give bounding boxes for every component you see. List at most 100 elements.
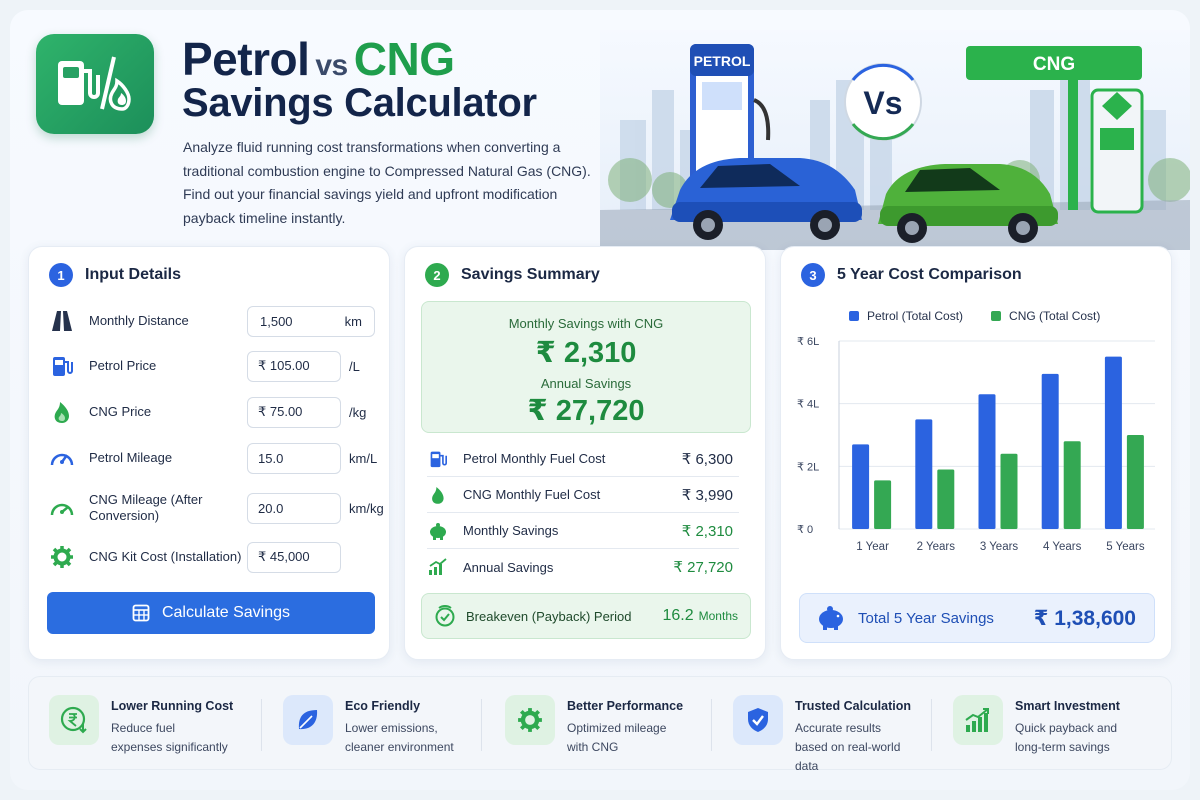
monthly-savings-label: Monthly Savings with CNG <box>508 316 664 331</box>
feature-divider <box>261 699 262 751</box>
annual-savings-row-value: ₹ 27,720 <box>673 559 733 576</box>
summary-card-header: 2 Savings Summary <box>425 263 600 287</box>
legend-swatch-cng <box>991 311 1002 321</box>
input-row-distance: Monthly Distance 1,500 km <box>49 301 389 341</box>
cost-comparison-card: 3 5 Year Cost Comparison Petrol (Total C… <box>780 246 1172 660</box>
feature-desc-4: Accurate results based on real-world dat… <box>795 721 901 773</box>
step-badge-2: 2 <box>425 263 449 287</box>
fuel-pump-icon <box>427 449 449 469</box>
road-icon <box>49 308 75 334</box>
feature-desc-3: Optimized mileage with CNG <box>567 721 667 754</box>
petrol-cost-value: ₹ 6,300 <box>681 450 733 468</box>
payback-period-box: Breakeven (Payback) Period 16.2 Months <box>421 593 751 639</box>
page-title: Petrol vs CNG Savings Calculator <box>182 36 537 124</box>
petrol-sign: PETROL <box>694 53 751 69</box>
bar-petrol-4 <box>1041 373 1059 529</box>
bar-petrol-3 <box>978 394 996 529</box>
feature-divider <box>931 699 932 751</box>
title-subtitle: Savings Calculator <box>182 80 537 125</box>
bar-cng-2 <box>937 469 955 529</box>
cng-sign: CNG <box>1033 54 1075 75</box>
calculate-savings-button[interactable]: Calculate Savings <box>47 592 375 634</box>
legend-cng: CNG (Total Cost) <box>991 309 1100 323</box>
shield-check-icon <box>733 695 783 745</box>
step-badge-3: 3 <box>801 263 825 287</box>
payback-value: 16.2 <box>662 607 694 624</box>
cng-mileage-label: CNG Mileage (After Conversion) <box>89 492 203 523</box>
timer-icon <box>435 605 455 627</box>
legend-label-cng: CNG (Total Cost) <box>1009 309 1101 323</box>
green-car-icon <box>878 164 1058 243</box>
app-logo <box>36 34 154 134</box>
distance-unit: km <box>344 313 362 329</box>
petrol-price-input[interactable] <box>247 350 341 382</box>
monthly-savings-value: ₹ 2,310 <box>535 337 637 369</box>
bar-petrol-1 <box>852 444 870 529</box>
cng-price-input[interactable] <box>247 396 341 428</box>
petrol-cost-label: Petrol Monthly Fuel Cost <box>463 451 606 466</box>
bar-cng-3 <box>1000 453 1018 529</box>
feature-trusted-calculation: Trusted Calculation Accurate results base… <box>733 695 913 776</box>
cng-mileage-input[interactable] <box>247 492 341 524</box>
x-tick-label: 1 Year <box>856 541 889 553</box>
petrol-mileage-label: Petrol Mileage <box>89 450 173 465</box>
input-row-petrol-price: Petrol Price /L <box>49 346 389 386</box>
cng-cost-value: ₹ 3,990 <box>681 486 733 504</box>
payback-label: Breakeven (Payback) Period <box>466 608 632 624</box>
x-tick-label: 2 Years <box>917 541 956 553</box>
comparison-card-title: 5 Year Cost Comparison <box>837 266 1022 283</box>
kit-cost-label: CNG Kit Cost (Installation) <box>89 549 242 564</box>
kit-cost-input[interactable] <box>247 541 341 573</box>
legend-swatch-petrol <box>849 311 859 321</box>
piggy-bank-icon <box>427 522 449 540</box>
feature-title-1: Lower Running Cost <box>111 699 234 713</box>
leaf-icon <box>283 695 333 745</box>
title-vs: vs <box>315 49 348 82</box>
petrol-price-unit: /L <box>349 358 360 374</box>
petrol-mileage-input[interactable] <box>247 442 341 474</box>
summary-card-title: Savings Summary <box>461 266 600 283</box>
distance-value: 1,500 <box>260 313 293 329</box>
legend-petrol: Petrol (Total Cost) <box>849 309 963 323</box>
growth-chart-icon <box>953 695 1003 745</box>
flame-icon <box>49 399 75 425</box>
bar-cng-1 <box>874 480 892 529</box>
legend-label-petrol: Petrol (Total Cost) <box>867 309 964 323</box>
y-tick-label: ₹ 0 <box>797 524 813 536</box>
vs-badge: Vs <box>844 63 922 141</box>
gear-icon <box>49 544 75 570</box>
input-card-header: 1 Input Details <box>49 263 181 287</box>
hero-illustration: PETROL Vs CNG <box>600 30 1190 250</box>
y-tick-label: ₹ 4L <box>797 399 819 411</box>
feature-divider <box>711 699 712 751</box>
fuel-flame-icon <box>58 56 131 111</box>
monthly-savings-row-label: Monthly Savings <box>463 523 559 538</box>
input-row-kit-cost: CNG Kit Cost (Installation) <box>49 537 389 577</box>
feature-better-performance: Better Performance Optimized mileage with… <box>505 695 685 757</box>
total-savings-box: Total 5 Year Savings ₹ 1,38,600 <box>799 593 1155 643</box>
title-cng: CNG <box>353 33 455 85</box>
cng-cost-label: CNG Monthly Fuel Cost <box>463 487 601 502</box>
blue-car-icon <box>670 158 862 240</box>
feature-desc-2: Lower emissions, cleaner environment <box>345 721 454 754</box>
savings-highlight-box: Monthly Savings with CNG ₹ 2,310 Annual … <box>421 301 751 433</box>
bar-petrol-5 <box>1104 356 1122 529</box>
cng-station-icon: CNG <box>966 46 1144 214</box>
gear-icon <box>505 695 555 745</box>
annual-savings-label: Annual Savings <box>540 376 632 391</box>
distance-input[interactable]: 1,500 km <box>247 305 375 337</box>
vs-badge-text: Vs <box>863 85 902 121</box>
input-details-card: 1 Input Details Monthly Distance 1,500 k… <box>28 246 390 660</box>
cost-comparison-chart: ₹ 0 ₹ 2L ₹ 4L ₹ 6L 1 Year 2 Years 3 Years 4 Yea… <box>797 336 1155 553</box>
fuel-pump-icon <box>49 353 75 379</box>
feature-title-4: Trusted Calculation <box>795 699 911 713</box>
comparison-card-header: 3 5 Year Cost Comparison <box>801 263 1022 287</box>
chart-legend: Petrol (Total Cost) CNG (Total Cost) <box>849 309 1100 323</box>
calculator-icon <box>132 604 150 622</box>
annual-savings-row-label: Annual Savings <box>463 559 554 575</box>
y-tick-label: ₹ 2L <box>797 461 819 473</box>
feature-desc-1: Reduce fuel expenses significantly <box>111 721 228 754</box>
x-tick-label: 5 Years <box>1106 541 1145 553</box>
step-badge-1: 1 <box>49 263 73 287</box>
gauge-icon <box>49 495 75 521</box>
